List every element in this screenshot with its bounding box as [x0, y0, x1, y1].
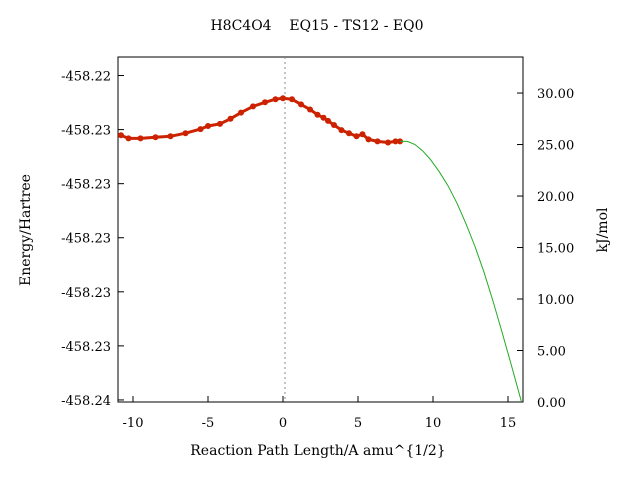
irc-point: [298, 101, 304, 108]
right-y-tick-label: 30.00: [537, 87, 574, 102]
right-y-tick-label: 0.00: [537, 396, 566, 411]
irc-point: [325, 117, 331, 124]
left-y-axis-title: Energy/Hartree: [18, 174, 34, 286]
irc-point: [289, 96, 295, 103]
right-y-tick-label: 20.00: [537, 190, 574, 205]
irc-point: [250, 103, 256, 110]
irc-point: [167, 133, 174, 140]
irc-point: [314, 111, 321, 118]
irc-point: [197, 126, 204, 133]
x-tick-label: -10: [123, 416, 144, 431]
right-y-tick-label: 10.00: [537, 293, 574, 308]
irc-point: [205, 123, 211, 129]
right-y-tick-label: 15.00: [537, 242, 574, 257]
irc-point: [353, 133, 360, 140]
irc-point: [331, 122, 337, 128]
irc-point: [118, 132, 124, 139]
irc-point: [374, 138, 381, 145]
left-y-tick-label: -458.23: [61, 124, 111, 139]
right-y-tick-label: 5.00: [537, 345, 566, 360]
irc-point: [137, 135, 144, 142]
irc-extension-line: [400, 140, 522, 403]
irc-point: [125, 135, 132, 142]
x-tick-label: -5: [202, 416, 215, 431]
irc-point: [320, 114, 327, 121]
x-tick-label: 0: [279, 416, 287, 431]
x-tick-label: 5: [354, 416, 362, 431]
right-y-axis-title: kJ/mol: [595, 207, 611, 253]
irc-point: [392, 138, 399, 145]
irc-point: [338, 127, 345, 134]
irc-point: [227, 115, 234, 122]
series-layer: [118, 95, 522, 403]
irc-point: [365, 136, 372, 143]
left-y-tick-label: -458.23: [61, 340, 111, 355]
irc-point: [238, 109, 244, 116]
chart-title: H8C4O4 EQ15 - TS12 - EQ0: [210, 18, 423, 34]
left-y-tick-label: -458.23: [61, 232, 111, 247]
irc-point: [217, 120, 223, 127]
plot-frame: [117, 56, 524, 403]
irc-point: [346, 130, 352, 137]
left-y-tick-label: -458.24: [61, 394, 111, 409]
irc-point: [359, 131, 366, 138]
irc-point: [182, 130, 189, 137]
left-y-tick-label: -458.23: [61, 286, 111, 301]
irc-point: [272, 96, 279, 103]
irc-point: [152, 134, 159, 141]
x-tick-label: 15: [500, 416, 517, 431]
left-y-axis: -458.22 -458.23 -458.23 -458.23 -458.23 -458.…: [61, 70, 124, 409]
irc-point: [307, 106, 313, 113]
irc-point: [280, 95, 286, 102]
right-y-tick-label: 25.00: [537, 139, 574, 154]
irc-point: [385, 139, 391, 146]
x-axis: -10 -5 0 5 10 15: [123, 396, 517, 431]
left-y-tick-label: -458.22: [61, 70, 111, 85]
left-y-tick-label: -458.23: [61, 178, 111, 193]
right-y-axis: 0.00 5.00 10.00 15.00 20.00 25.00 30.00: [517, 87, 574, 411]
irc-point: [262, 99, 268, 106]
x-tick-label: 10: [425, 416, 442, 431]
x-axis-title: Reaction Path Length/A amu^{1/2}: [190, 443, 445, 459]
